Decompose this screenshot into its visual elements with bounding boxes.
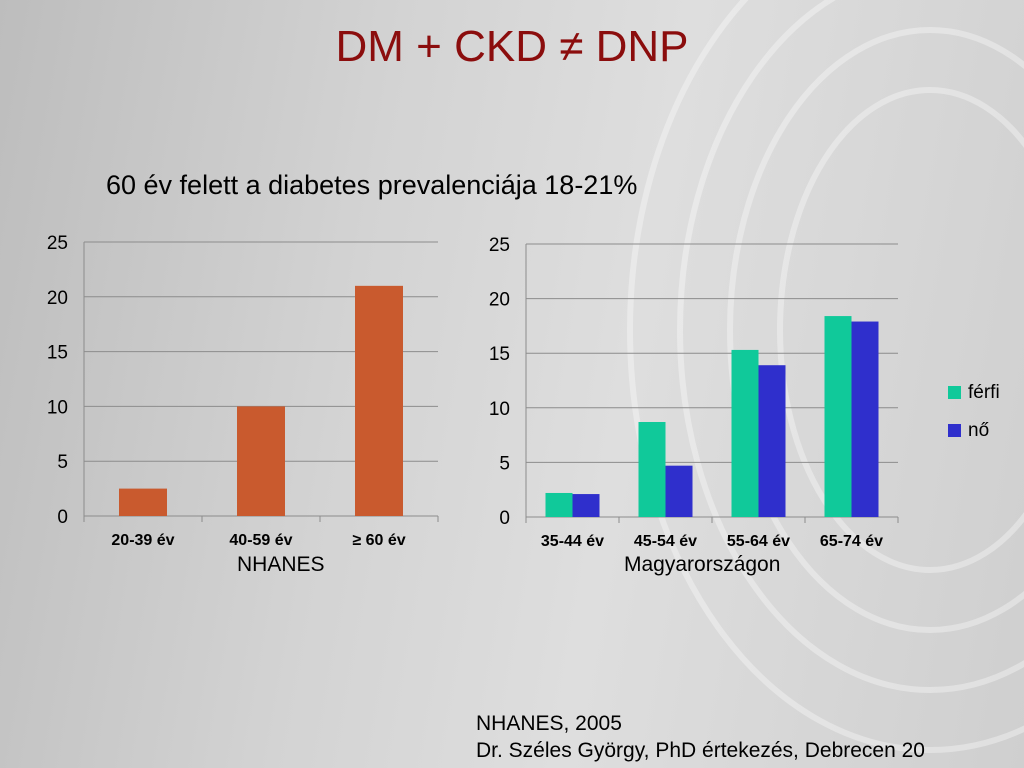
y-tick-label: 15	[47, 343, 68, 364]
y-tick-label: 25	[489, 235, 510, 256]
x-tick-label: 65-74 év	[820, 533, 883, 550]
bar	[237, 406, 285, 516]
legend-label: férfi	[968, 382, 1000, 403]
bar	[824, 316, 852, 517]
y-tick-label: 0	[57, 507, 68, 528]
y-tick-label: 15	[489, 344, 510, 365]
x-tick-label: ≥ 60 év	[352, 532, 405, 549]
bar	[545, 492, 573, 517]
source-line-1: NHANES, 2005	[476, 712, 622, 735]
legend-label: nő	[968, 420, 989, 441]
y-tick-label: 10	[489, 399, 510, 420]
x-tick-label: 35-44 év	[541, 533, 604, 550]
x-tick-label: 20-39 év	[111, 532, 174, 549]
bar	[851, 321, 879, 517]
y-tick-label: 0	[499, 508, 510, 529]
legend-swatch	[948, 424, 961, 437]
bar	[355, 285, 403, 516]
legend-swatch	[948, 386, 961, 399]
source-line-2: Dr. Széles György, PhD értekezés, Debrec…	[476, 739, 925, 762]
nhanes-caption: NHANES	[237, 553, 325, 576]
x-tick-label: 40-59 év	[229, 532, 292, 549]
y-tick-label: 10	[47, 397, 68, 418]
y-tick-label: 5	[57, 452, 68, 473]
bar	[758, 365, 786, 517]
y-tick-label: 20	[47, 288, 68, 309]
bar	[665, 465, 693, 517]
bar	[572, 494, 600, 517]
bar	[638, 421, 666, 517]
y-tick-label: 25	[47, 233, 68, 254]
y-tick-label: 5	[499, 453, 510, 474]
x-tick-label: 45-54 év	[634, 533, 697, 550]
x-tick-label: 55-64 év	[727, 533, 790, 550]
bar	[731, 349, 759, 517]
slide-subtitle: 60 év felett a diabetes prevalenciája 18…	[106, 170, 638, 200]
slide-title: DM + CKD ≠ DNP	[335, 22, 689, 71]
bar	[119, 488, 167, 516]
hungary-caption: Magyarországon	[624, 553, 781, 576]
y-tick-label: 20	[489, 290, 510, 311]
